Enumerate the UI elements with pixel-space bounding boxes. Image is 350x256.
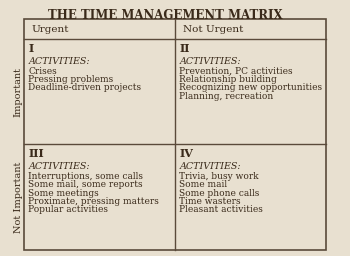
Text: I: I: [28, 43, 34, 54]
Text: Some mail: Some mail: [179, 180, 228, 189]
Text: Recognizing new opportunities: Recognizing new opportunities: [179, 83, 322, 92]
Text: Pleasant activities: Pleasant activities: [179, 205, 263, 214]
Text: ACTIVITIES:: ACTIVITIES:: [28, 57, 90, 66]
Text: Time wasters: Time wasters: [179, 197, 241, 206]
Text: Some mail, some reports: Some mail, some reports: [28, 180, 143, 189]
Text: Deadline-driven projects: Deadline-driven projects: [28, 83, 141, 92]
Text: ACTIVITIES:: ACTIVITIES:: [179, 57, 241, 66]
Text: Planning, recreation: Planning, recreation: [179, 92, 274, 101]
Text: Pressing problems: Pressing problems: [28, 75, 113, 84]
Text: ACTIVITIES:: ACTIVITIES:: [28, 162, 90, 171]
Text: III: III: [28, 148, 44, 159]
Text: Interruptions, some calls: Interruptions, some calls: [28, 172, 143, 181]
Text: Relationship building: Relationship building: [179, 75, 277, 84]
Text: Urgent: Urgent: [32, 25, 69, 34]
Text: THE TIME MANAGEMENT MATRIX: THE TIME MANAGEMENT MATRIX: [48, 9, 283, 22]
Text: Popular activities: Popular activities: [28, 205, 108, 214]
Text: Trivia, busy work: Trivia, busy work: [179, 172, 259, 181]
Text: Some meetings: Some meetings: [28, 188, 99, 198]
Text: Prevention, PC activities: Prevention, PC activities: [179, 67, 293, 76]
Text: Not Important: Not Important: [14, 161, 23, 233]
Text: Important: Important: [14, 67, 23, 117]
Text: Crises: Crises: [28, 67, 57, 76]
Text: ACTIVITIES:: ACTIVITIES:: [179, 162, 241, 171]
Text: Proximate, pressing matters: Proximate, pressing matters: [28, 197, 159, 206]
Text: Not Urgent: Not Urgent: [183, 25, 243, 34]
Text: II: II: [179, 43, 190, 54]
Text: IV: IV: [179, 148, 193, 159]
Text: Some phone calls: Some phone calls: [179, 188, 260, 198]
